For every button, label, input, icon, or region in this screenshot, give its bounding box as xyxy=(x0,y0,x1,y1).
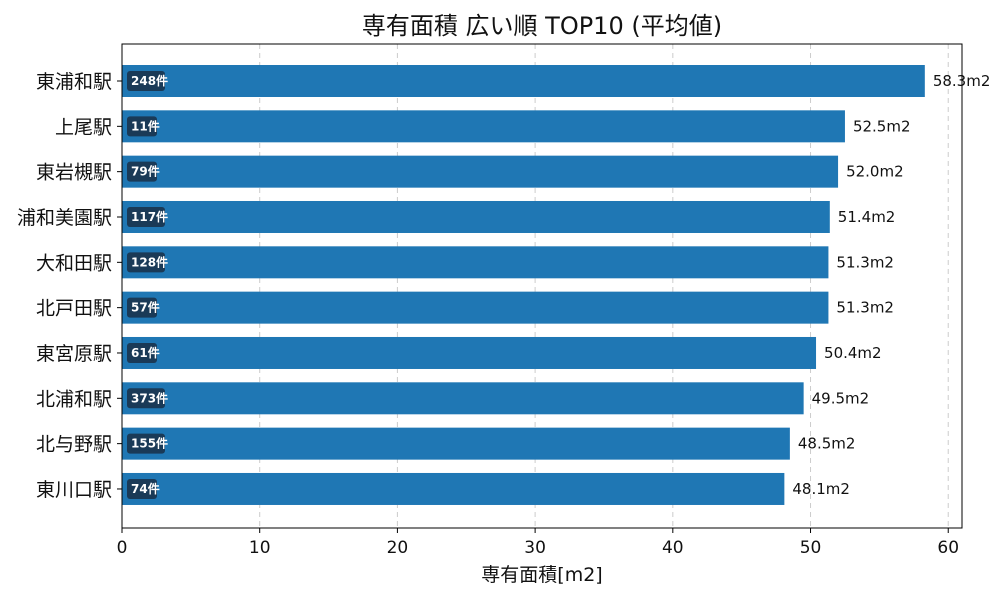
value-label: 52.0m2 xyxy=(846,163,904,181)
x-tick-label: 20 xyxy=(387,538,409,558)
count-label: 61件 xyxy=(131,345,160,360)
value-label: 52.5m2 xyxy=(853,117,911,135)
bar xyxy=(122,110,845,143)
x-tick-label: 50 xyxy=(800,538,822,558)
value-label: 48.1m2 xyxy=(792,480,850,498)
category-label: 東宮原駅 xyxy=(36,343,112,365)
bar xyxy=(122,427,790,460)
x-tick-label: 10 xyxy=(249,538,271,558)
x-tick-label: 0 xyxy=(117,538,128,558)
bar xyxy=(122,155,839,188)
count-badge xyxy=(127,71,165,91)
count-label: 74件 xyxy=(131,481,160,496)
category-label: 北与野駅 xyxy=(36,434,112,456)
count-badge xyxy=(127,116,157,137)
category-label: 浦和美園駅 xyxy=(17,207,112,229)
count-label: 117件 xyxy=(131,209,168,224)
bar xyxy=(122,382,804,415)
category-label: 東岩槻駅 xyxy=(36,162,112,184)
count-label: 373件 xyxy=(131,390,168,405)
value-label: 48.5m2 xyxy=(798,435,856,453)
count-label: 57件 xyxy=(131,300,160,315)
value-label: 51.4m2 xyxy=(838,208,896,226)
bar xyxy=(122,472,785,505)
category-label: 大和田駅 xyxy=(36,252,112,274)
count-badge xyxy=(127,297,157,318)
count-badge xyxy=(127,342,157,363)
x-tick-label: 30 xyxy=(524,538,546,558)
count-badge xyxy=(127,206,165,227)
x-axis-label: 専有面積[m2] xyxy=(481,564,602,586)
count-badge xyxy=(127,388,165,409)
count-badge xyxy=(127,252,165,273)
count-label: 155件 xyxy=(131,436,168,451)
x-tick-label: 40 xyxy=(662,538,684,558)
count-label: 128件 xyxy=(131,254,168,269)
count-badge xyxy=(127,161,157,182)
bar xyxy=(122,291,829,324)
category-label: 東川口駅 xyxy=(36,479,112,501)
bar xyxy=(122,336,817,369)
chart-title: 専有面積 広い順 TOP10 (平均値) xyxy=(362,12,722,40)
count-label: 11件 xyxy=(131,118,160,133)
x-tick-label: 60 xyxy=(937,538,959,558)
value-label: 51.3m2 xyxy=(836,253,894,271)
bar xyxy=(122,65,925,97)
category-label: 上尾駅 xyxy=(55,116,112,138)
plot-frame xyxy=(121,43,963,529)
value-label: 49.5m2 xyxy=(812,389,870,407)
count-label: 79件 xyxy=(131,164,160,179)
count-badge xyxy=(127,478,157,499)
category-label: 北戸田駅 xyxy=(36,298,112,320)
value-label: 50.4m2 xyxy=(824,344,882,362)
x-axis: 0 10 20 30 40 50 60 xyxy=(117,528,959,558)
category-label: 東浦和駅 xyxy=(36,71,112,93)
count-badge xyxy=(127,433,165,454)
bar xyxy=(122,246,829,279)
category-label: 北浦和駅 xyxy=(36,388,112,410)
count-label: 248件 xyxy=(131,73,168,88)
value-label: 51.3m2 xyxy=(836,299,894,317)
bar xyxy=(122,200,830,233)
